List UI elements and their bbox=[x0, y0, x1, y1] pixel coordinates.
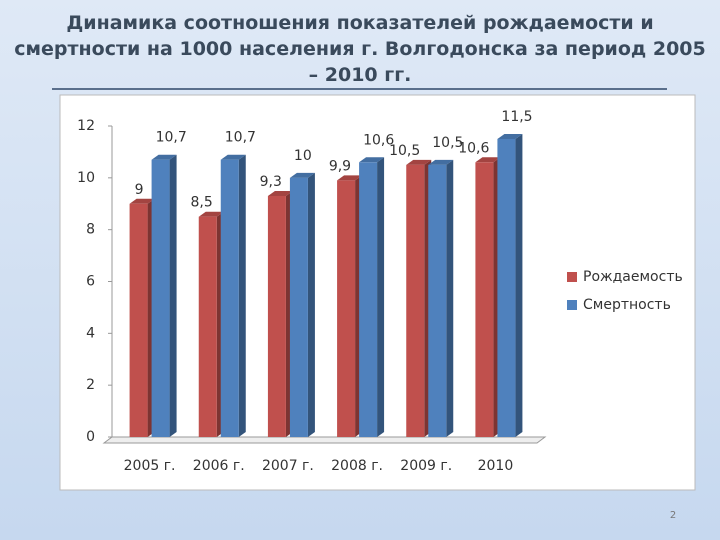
bar-side bbox=[377, 157, 385, 438]
bar-top bbox=[359, 157, 385, 163]
data-label: 10,6 bbox=[363, 132, 394, 148]
page-number: 2 bbox=[670, 510, 676, 521]
bar-top bbox=[337, 175, 363, 181]
y-tick-label: 6 bbox=[86, 274, 95, 290]
bar bbox=[151, 159, 170, 438]
bar-top bbox=[151, 154, 177, 160]
bar bbox=[289, 177, 308, 438]
y-tick-label: 2 bbox=[86, 377, 95, 393]
floor bbox=[102, 436, 547, 444]
data-label: 10,5 bbox=[432, 135, 463, 151]
data-label: 9 bbox=[135, 182, 144, 198]
data-label: 9,9 bbox=[329, 158, 351, 174]
data-label: 10,7 bbox=[156, 130, 187, 146]
slide-title: Динамика соотношения показателей рождаем… bbox=[14, 12, 706, 86]
y-tick-label: 10 bbox=[77, 170, 95, 186]
x-tick-label: 2007 г. bbox=[262, 458, 314, 474]
x-tick-label: 2010 bbox=[478, 458, 514, 474]
data-label: 9,3 bbox=[260, 174, 282, 190]
bar-top bbox=[475, 157, 501, 163]
legend-label: Смертность bbox=[583, 297, 671, 313]
legend-label: Рождаемость bbox=[583, 269, 683, 285]
bar bbox=[220, 159, 239, 438]
x-tick-label: 2009 г. bbox=[400, 458, 452, 474]
bar bbox=[497, 138, 516, 438]
bar-top bbox=[267, 190, 293, 196]
bar bbox=[359, 162, 378, 438]
bar-top bbox=[129, 198, 155, 204]
bar bbox=[475, 162, 494, 438]
bar-top bbox=[497, 133, 523, 139]
bar-side bbox=[169, 154, 177, 438]
bar bbox=[198, 216, 217, 437]
data-label: 8,5 bbox=[190, 195, 212, 211]
x-tick-label: 2005 г. bbox=[124, 458, 176, 474]
x-tick-label: 2006 г. bbox=[193, 458, 245, 474]
bar-top bbox=[198, 211, 224, 217]
bar-side bbox=[515, 133, 523, 438]
title-rule bbox=[52, 88, 667, 90]
data-label: 10 bbox=[294, 148, 312, 164]
bar-side bbox=[307, 172, 315, 438]
bar-top bbox=[428, 159, 454, 165]
legend-swatch bbox=[567, 272, 577, 282]
bar bbox=[129, 203, 148, 437]
legend-swatch bbox=[567, 300, 577, 310]
bar bbox=[337, 180, 356, 438]
data-label: 10,7 bbox=[225, 130, 256, 146]
bar-top bbox=[220, 154, 246, 160]
bar bbox=[406, 164, 425, 437]
bar-top bbox=[289, 172, 315, 178]
bar bbox=[428, 164, 447, 437]
bar bbox=[267, 195, 286, 437]
y-tick-label: 12 bbox=[77, 118, 95, 134]
bar-top bbox=[406, 159, 432, 165]
data-label: 11,5 bbox=[501, 109, 532, 125]
bar-side bbox=[446, 159, 454, 437]
x-tick-label: 2008 г. bbox=[331, 458, 383, 474]
y-tick-label: 8 bbox=[86, 222, 95, 238]
data-label: 10,5 bbox=[389, 143, 420, 159]
y-tick-label: 4 bbox=[86, 325, 95, 341]
y-tick-label: 0 bbox=[86, 429, 95, 445]
data-label: 10,6 bbox=[458, 140, 489, 156]
bar-side bbox=[238, 154, 246, 438]
